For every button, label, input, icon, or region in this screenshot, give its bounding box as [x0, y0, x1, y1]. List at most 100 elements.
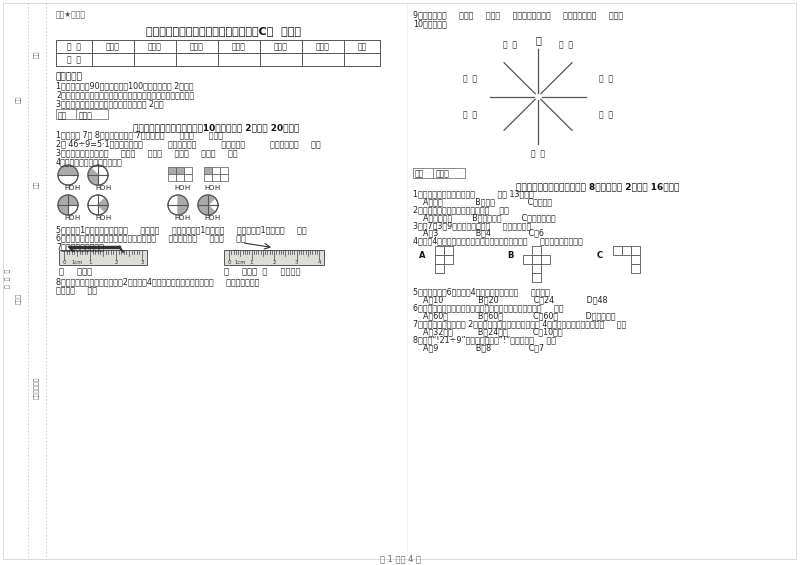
Text: 9、你出生于（     ）年（     ）月（     ）日，那一年是（     ）年，全年有（     ）天。: 9、你出生于（ ）年（ ）月（ ）日，那一年是（ ）年，全年有（ ）天。	[413, 10, 623, 19]
Text: （内）: （内）	[16, 293, 22, 304]
Text: 选择题: 选择题	[148, 42, 162, 51]
Text: C: C	[597, 251, 603, 260]
Bar	[631, 246, 640, 255]
Bar	[613, 246, 622, 255]
Text: 姓名（签字）: 姓名（签字）	[34, 377, 40, 399]
Bar	[435, 246, 444, 255]
Text: （  ）: （ ）	[463, 74, 477, 83]
Text: 题  号: 题 号	[67, 42, 81, 51]
Text: 7、一个正方形的边长是 2厘米，现在将边长扩大到原来的 4倍，现在正方形的周长是（     ）。: 7、一个正方形的边长是 2厘米，现在将边长扩大到原来的 4倍，现在正方形的周长是…	[413, 319, 626, 328]
Wedge shape	[58, 165, 78, 175]
Bar	[212, 167, 220, 174]
Text: 6、在进位加法中，不管哪一位上的数相加满（     ），都要向（     ）进（     ）。: 6、在进位加法中，不管哪一位上的数相加满（ ），都要向（ ）进（ ）。	[56, 234, 246, 243]
Bar	[532, 273, 541, 281]
Bar	[56, 40, 380, 66]
Text: H: H	[64, 185, 70, 191]
Bar	[532, 255, 541, 264]
Bar	[56, 110, 108, 119]
Text: A、3               B、4               C、6: A、3 B、4 C、6	[413, 229, 544, 238]
Text: 得  分: 得 分	[67, 55, 81, 64]
Text: 学号: 学号	[16, 95, 22, 103]
Text: H: H	[74, 185, 79, 191]
Text: 北: 北	[535, 35, 541, 45]
Text: 考试须知：: 考试须知：	[56, 73, 83, 81]
Text: H: H	[74, 215, 79, 221]
Text: 8、要使“!21÷9”的商是三位数，“!”里只能填（     ）。: 8、要使“!21÷9”的商是三位数，“!”里只能填（ ）。	[413, 335, 556, 344]
Wedge shape	[58, 195, 78, 215]
Text: A、60秒            B、60分            C、60时           D、无法确定: A、60秒 B、60分 C、60时 D、无法确定	[413, 311, 615, 320]
Bar	[168, 174, 176, 181]
Bar	[444, 255, 453, 264]
Bar	[204, 167, 212, 174]
Text: 第 1 页共 4 页: 第 1 页共 4 页	[379, 554, 421, 563]
Text: 1cm: 1cm	[71, 260, 82, 266]
Text: O: O	[179, 185, 184, 191]
Text: 2、 46÷9=5·1中，被除数是（          ），除数是（          ），商是（          ），余数是（     ）。: 2、 46÷9=5·1中，被除数是（ ），除数是（ ），商是（ ），余数是（ ）…	[56, 140, 321, 148]
Text: （  ）: （ ）	[531, 150, 545, 159]
Text: 3、常用的长度单位有（     ）、（     ）、（     ）、（     ）、（     ）。: 3、常用的长度单位有（ ）、（ ）、（ ）、（ ）、（ ）。	[56, 148, 238, 157]
Text: 题卷★自用题: 题卷★自用题	[56, 10, 86, 19]
Bar	[435, 255, 444, 264]
Text: 4: 4	[318, 260, 321, 266]
Text: 3: 3	[294, 260, 298, 266]
Text: 评卷人: 评卷人	[436, 170, 450, 179]
Text: H: H	[64, 215, 70, 221]
Text: 3: 3	[140, 260, 144, 266]
Text: （  ）: （ ）	[503, 40, 517, 49]
Text: 1cm: 1cm	[234, 260, 246, 266]
Text: 2: 2	[114, 260, 118, 266]
Text: O: O	[100, 215, 106, 221]
Text: 班级: 班级	[34, 180, 40, 188]
Text: 3、不要在试卷上乱写乱画，卷面不整洁口 2分。: 3、不要在试卷上乱写乱画，卷面不整洁口 2分。	[56, 99, 164, 108]
Text: 7、量出钉子的長度。: 7、量出钉子的長度。	[56, 243, 104, 252]
Text: O: O	[179, 215, 184, 221]
Text: 计算题: 计算题	[232, 42, 246, 51]
Text: H: H	[95, 185, 100, 191]
Text: H: H	[214, 185, 219, 191]
Text: A、9               B、8               C、7: A、9 B、8 C、7	[413, 344, 544, 352]
Text: 得分: 得分	[415, 170, 424, 179]
Bar	[413, 168, 465, 178]
Text: H: H	[204, 185, 210, 191]
Text: A、32厘米          B、24厘米          C、10厘米: A、32厘米 B、24厘米 C、10厘米	[413, 327, 562, 336]
Text: （     ）厘米: （ ）厘米	[59, 268, 92, 277]
Text: 二、反复比较，慎重选择（共 8小题，每题 2分，共 16分）。: 二、反复比较，慎重选择（共 8小题，每题 2分，共 16分）。	[516, 182, 680, 191]
Bar	[220, 167, 228, 174]
Text: 2、请首先按要求在试卷的指定位置填写您的姓名、班级、学号。: 2、请首先按要求在试卷的指定位置填写您的姓名、班级、学号。	[56, 90, 194, 99]
Text: 4、下光4个图形中，每个小正方形都一样大，那么（     ）图形的周长最长。: 4、下光4个图形中，每个小正方形都一样大，那么（ ）图形的周长最长。	[413, 237, 582, 246]
Text: 判断题: 判断题	[190, 42, 204, 51]
Text: O: O	[100, 185, 106, 191]
Wedge shape	[198, 195, 215, 215]
Text: A、10              B、20              C、24             D、48: A、10 B、20 C、24 D、48	[413, 295, 607, 305]
Bar	[212, 174, 220, 181]
Text: O: O	[69, 215, 74, 221]
Text: H: H	[174, 215, 179, 221]
Text: 5、一个长方形6厘米，剆4厘米，它的周长是（     ）厘米。: 5、一个长方形6厘米，剆4厘米，它的周长是（ ）厘米。	[413, 288, 550, 297]
Bar	[168, 167, 176, 174]
Text: 1: 1	[250, 260, 254, 266]
Wedge shape	[88, 168, 98, 185]
Bar	[541, 255, 550, 264]
Bar	[631, 264, 640, 273]
Text: 0: 0	[227, 260, 230, 266]
Bar	[532, 246, 541, 255]
Text: H: H	[184, 185, 190, 191]
Text: H: H	[204, 215, 210, 221]
Text: A: A	[418, 251, 426, 260]
Text: H: H	[214, 215, 219, 221]
Text: 1、时针在 7和 8之间，分针指向 7，这时是（      ）时（      ）分。: 1、时针在 7和 8之间，分针指向 7，这时是（ ）时（ ）分。	[56, 131, 223, 140]
Text: H: H	[105, 215, 110, 221]
Bar	[176, 174, 184, 181]
Text: 得分: 得分	[58, 111, 67, 120]
Text: 1、按农历计算，有的年份（         ）有 13个月。: 1、按农历计算，有的年份（ ）有 13个月。	[413, 189, 534, 198]
Bar	[176, 167, 184, 174]
Text: （  ）: （ ）	[599, 110, 613, 119]
Bar	[204, 174, 212, 181]
Bar	[220, 174, 228, 181]
Wedge shape	[98, 198, 108, 212]
Bar	[435, 264, 444, 273]
Text: 3、用7、3、9三个数字可组成（     ）个三位数。: 3、用7、3、9三个数字可组成（ ）个三位数。	[413, 221, 531, 230]
Text: 总分: 总分	[358, 42, 366, 51]
Text: 总数的（     ）。: 总数的（ ）。	[56, 286, 97, 295]
Text: O: O	[209, 215, 214, 221]
